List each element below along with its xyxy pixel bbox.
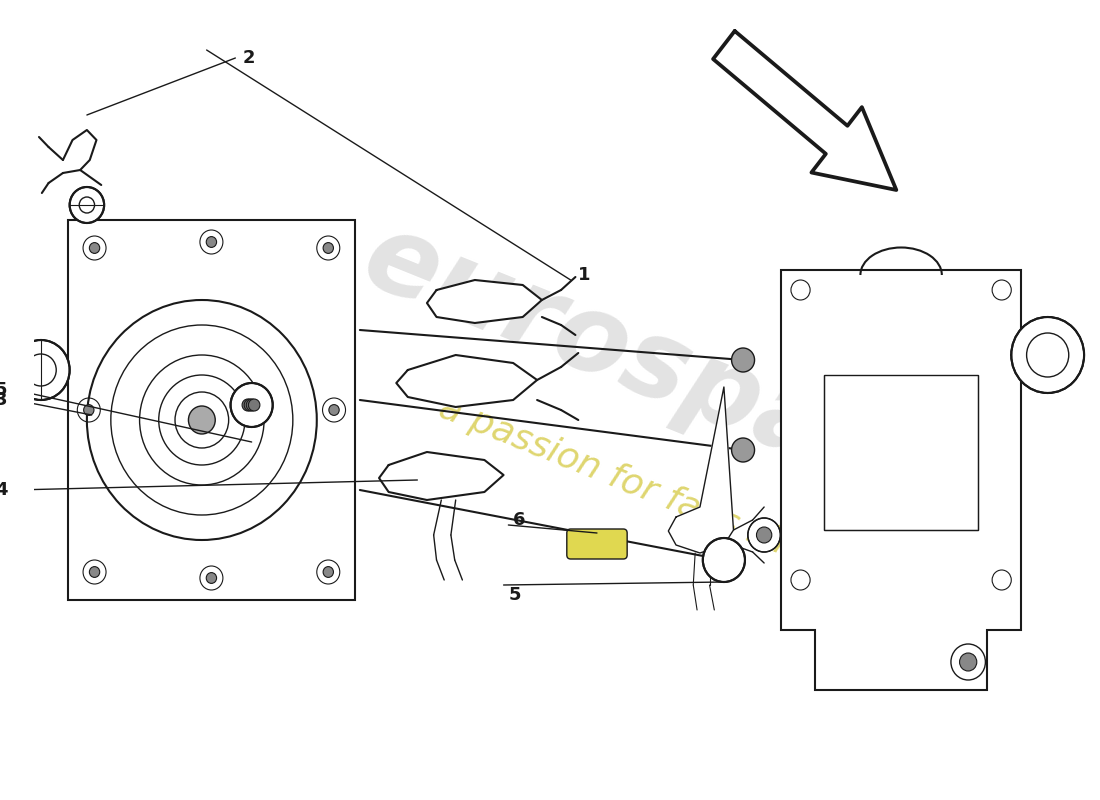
Text: 6: 6: [514, 511, 526, 529]
Circle shape: [242, 399, 254, 411]
FancyBboxPatch shape: [566, 529, 627, 559]
Text: a passion for fans since 1985: a passion for fans since 1985: [433, 390, 937, 620]
Circle shape: [249, 399, 260, 411]
Polygon shape: [379, 452, 504, 500]
Text: 2: 2: [243, 49, 255, 67]
Circle shape: [713, 548, 736, 572]
Circle shape: [89, 242, 100, 254]
Circle shape: [244, 399, 255, 411]
Circle shape: [748, 518, 780, 552]
Text: 4: 4: [0, 481, 8, 499]
Circle shape: [329, 405, 339, 415]
Circle shape: [959, 653, 977, 671]
Polygon shape: [669, 387, 734, 553]
Circle shape: [323, 242, 333, 254]
Circle shape: [206, 573, 217, 583]
Circle shape: [234, 387, 268, 423]
Circle shape: [732, 438, 755, 462]
Circle shape: [732, 348, 755, 372]
Circle shape: [757, 527, 772, 543]
Polygon shape: [396, 355, 537, 407]
FancyBboxPatch shape: [825, 375, 978, 530]
Circle shape: [1011, 317, 1085, 393]
Text: 1: 1: [579, 266, 591, 284]
Polygon shape: [713, 31, 896, 190]
Text: 5: 5: [0, 381, 8, 399]
Polygon shape: [427, 280, 542, 323]
Circle shape: [323, 566, 333, 578]
FancyBboxPatch shape: [68, 220, 355, 600]
Text: 5: 5: [508, 586, 521, 604]
Polygon shape: [781, 270, 1021, 690]
Text: 3: 3: [0, 391, 8, 409]
Circle shape: [188, 406, 216, 434]
Circle shape: [84, 405, 94, 415]
Circle shape: [206, 237, 217, 247]
Circle shape: [703, 538, 745, 582]
Circle shape: [231, 383, 273, 427]
Circle shape: [246, 399, 257, 411]
Circle shape: [12, 340, 69, 400]
Text: eurospares: eurospares: [348, 202, 1023, 558]
Circle shape: [89, 566, 100, 578]
Circle shape: [69, 187, 104, 223]
